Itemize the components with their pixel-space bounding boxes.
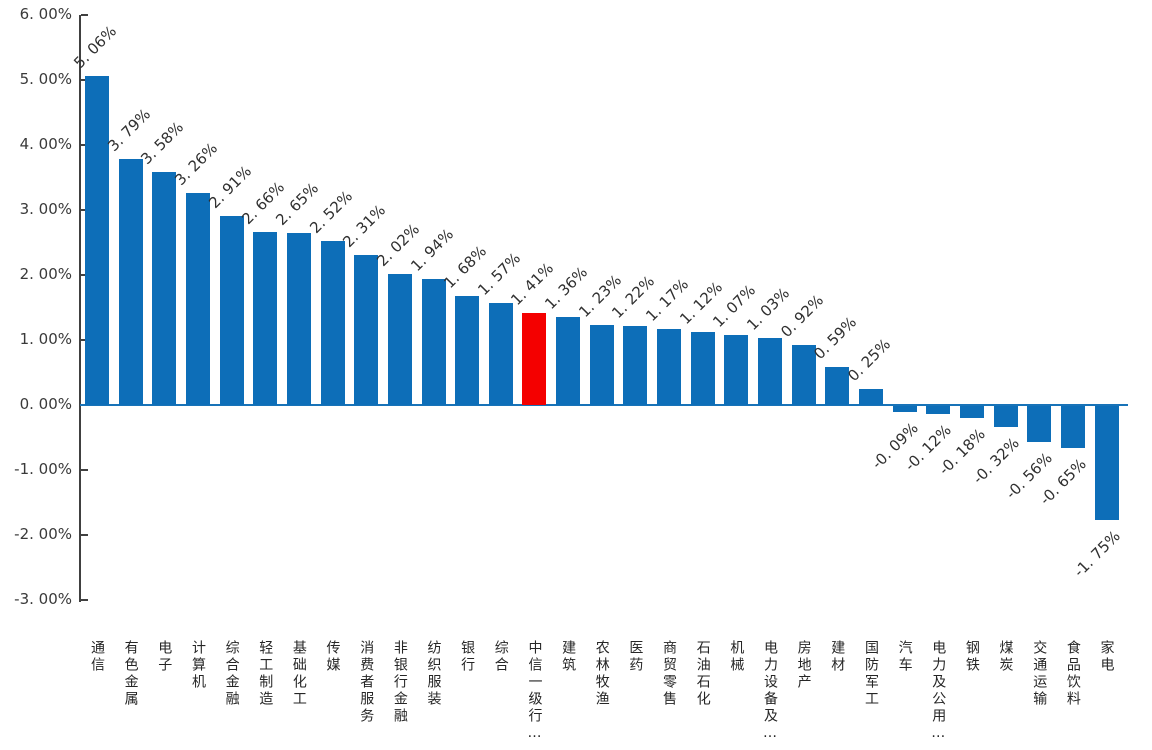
category-label-国防军工: 国防军工: [862, 640, 879, 708]
category-label-有色金属: 有色金属: [122, 640, 139, 708]
zero-baseline: [80, 404, 1128, 406]
bar-煤炭: [993, 406, 1018, 427]
bar-value-label: 5. 06%: [70, 22, 121, 73]
category-label-银行: 银行: [459, 640, 476, 674]
category-label-非银行金融: 非银行金融: [391, 640, 408, 725]
category-label-电子: 电子: [156, 640, 173, 674]
category-label-煤炭: 煤炭: [997, 640, 1014, 674]
category-label-建筑: 建筑: [560, 640, 577, 674]
category-label-农林牧渔: 农林牧渔: [593, 640, 610, 708]
category-label-通信: 通信: [89, 640, 105, 674]
y-tick-label: 4. 00%: [19, 135, 72, 153]
bar-机械: [724, 335, 749, 405]
y-tick-label: 2. 00%: [19, 265, 72, 283]
bar-家电: [1094, 406, 1119, 520]
y-tick-mark: [81, 534, 88, 536]
y-tick-mark: [81, 339, 88, 341]
category-label-汽车: 汽车: [896, 640, 913, 674]
category-label-综合金融: 综合金融: [223, 640, 240, 708]
category-label-食品饮料: 食品饮料: [1064, 640, 1081, 708]
bar-建筑: [556, 316, 581, 405]
y-tick-label: -1. 00%: [14, 460, 72, 478]
bar-商贸零售: [657, 328, 682, 405]
bar-消费者服务: [354, 254, 379, 405]
bar-value-label: 0. 59%: [810, 312, 861, 363]
bar-通信: [85, 76, 109, 405]
category-label-家电: 家电: [1098, 640, 1115, 674]
bar-汽车: [892, 406, 917, 412]
bar-钢铁: [959, 406, 984, 418]
bar-电力设备及…: [758, 338, 782, 405]
y-tick-mark: [81, 469, 88, 471]
category-label-电力及公用…: 电力及公用…: [930, 640, 947, 744]
bar-电子: [152, 172, 177, 405]
bar-有色金属: [118, 158, 143, 405]
category-label-纺织服装: 纺织服装: [425, 640, 442, 708]
y-tick-mark: [81, 209, 88, 211]
category-label-建材: 建材: [829, 640, 846, 674]
category-label-石油石化: 石油石化: [694, 640, 711, 708]
category-label-钢铁: 钢铁: [963, 640, 980, 674]
bar-计算机: [185, 193, 210, 405]
bar-医药: [623, 325, 648, 405]
y-tick-label: -2. 00%: [14, 525, 72, 543]
bar-综合: [488, 302, 513, 405]
y-tick-mark: [81, 79, 88, 81]
bar-中信一级行…: [522, 313, 547, 405]
category-label-电力设备及…: 电力设备及…: [762, 640, 778, 744]
y-axis-line: [79, 15, 81, 602]
bar-建材: [825, 366, 850, 405]
bar-电力及公用…: [926, 406, 951, 414]
category-label-传媒: 传媒: [324, 640, 341, 674]
bar-非银行金融: [387, 273, 412, 405]
bar-银行: [455, 295, 480, 405]
category-label-计算机: 计算机: [189, 640, 206, 691]
bar-石油石化: [690, 332, 715, 405]
y-tick-mark: [81, 274, 88, 276]
category-label-机械: 机械: [728, 640, 745, 674]
bar-纺织服装: [421, 278, 446, 405]
bar-房地产: [791, 345, 816, 405]
category-label-商贸零售: 商贸零售: [661, 640, 678, 708]
y-tick-label: 1. 00%: [19, 330, 72, 348]
bar-交通运输: [1027, 406, 1052, 443]
y-tick-mark: [81, 599, 88, 601]
category-label-消费者服务: 消费者服务: [358, 640, 375, 725]
bar-value-label: 3. 26%: [171, 139, 222, 190]
y-tick-mark: [81, 144, 88, 146]
category-label-中信一级行…: 中信一级行…: [526, 640, 543, 744]
y-tick-label: 5. 00%: [19, 70, 72, 88]
bar-国防军工: [858, 388, 883, 405]
bar-基础化工: [286, 232, 311, 405]
bar-农林牧渔: [589, 325, 614, 405]
y-tick-label: 3. 00%: [19, 200, 72, 218]
bar-value-label: -1. 75%: [1069, 526, 1124, 581]
bar-传媒: [320, 241, 345, 405]
category-label-医药: 医药: [627, 640, 644, 674]
y-tick-label: 6. 00%: [19, 5, 72, 23]
category-label-综合: 综合: [492, 640, 509, 674]
bar-轻工制造: [253, 232, 278, 405]
category-label-基础化工: 基础化工: [290, 640, 307, 708]
bar-食品饮料: [1060, 406, 1085, 449]
y-tick-label: -3. 00%: [14, 590, 72, 608]
category-label-房地产: 房地产: [795, 640, 812, 691]
y-tick-label: 0. 00%: [19, 395, 72, 413]
category-label-交通运输: 交通运输: [1031, 640, 1048, 708]
category-label-轻工制造: 轻工制造: [257, 640, 274, 708]
bar-综合金融: [219, 215, 244, 405]
y-tick-mark: [81, 14, 88, 16]
bar-value-label: 0. 25%: [844, 334, 895, 385]
